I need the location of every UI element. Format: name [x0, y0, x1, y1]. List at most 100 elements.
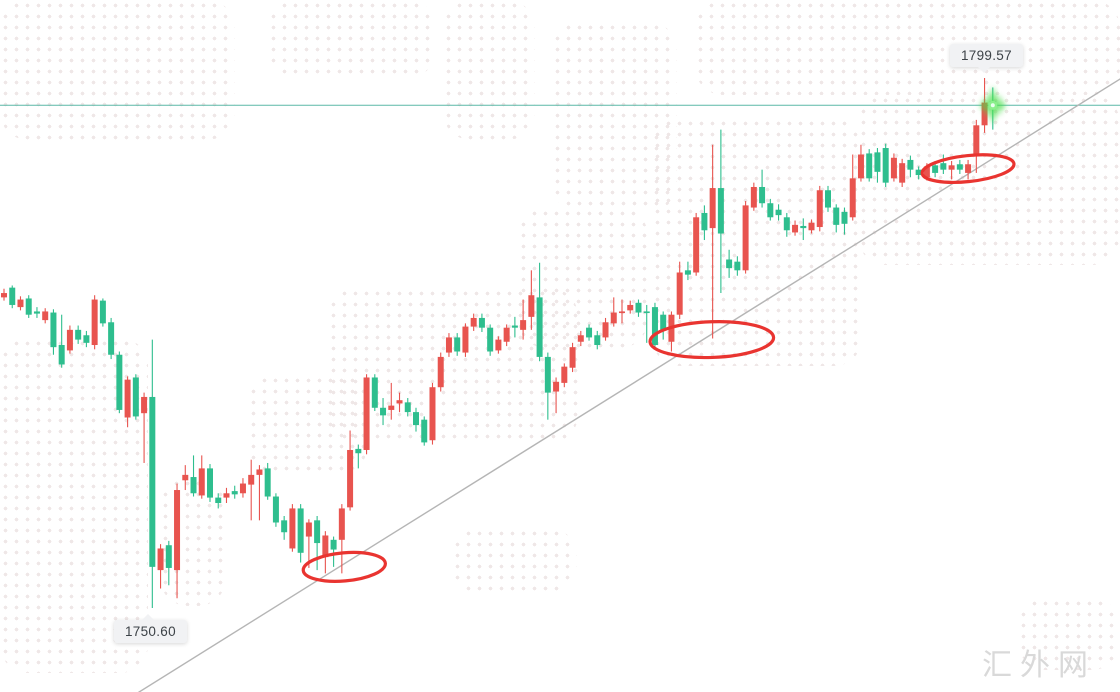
low-price-value: 1750.60: [125, 624, 176, 639]
candle-body-4: [33, 311, 40, 314]
candle-body-40: [330, 539, 337, 550]
candle-body-3: [25, 298, 32, 315]
candle-body-59: [487, 327, 494, 352]
candle-body-51: [421, 419, 428, 443]
candle-body-65: [536, 297, 543, 357]
map-dots-patch: [695, 0, 1120, 95]
candle-body-49: [404, 402, 411, 413]
candle-body-114: [940, 163, 947, 170]
candle-body-66: [544, 356, 551, 393]
candle-body-86: [709, 188, 716, 229]
trendline: [137, 78, 1120, 692]
candle-body-8: [66, 329, 73, 351]
candle-body-106: [874, 152, 881, 172]
candle-body-74: [610, 312, 617, 324]
candle-body-7: [58, 345, 65, 365]
candle-body-30: [248, 474, 255, 485]
candle-body-100: [825, 190, 831, 208]
candle-body-90: [742, 205, 749, 271]
map-dots-patch: [443, 0, 535, 140]
candle-body-92: [759, 186, 766, 204]
candle-body-14: [116, 354, 123, 410]
candle-body-31: [256, 469, 263, 475]
candle-body-13: [108, 322, 115, 355]
candle-body-89: [734, 261, 741, 271]
candle-body-35: [289, 508, 296, 549]
candle-body-64: [528, 295, 535, 317]
candle-body-45: [371, 377, 378, 408]
candle-body-18: [149, 396, 156, 567]
candle-body-53: [437, 356, 444, 388]
breakout-glow-icon: [980, 88, 1005, 123]
candle-body-98: [808, 222, 815, 231]
candle-body-101: [833, 207, 840, 225]
candle-body-1: [9, 287, 16, 305]
candle-body-46: [380, 407, 387, 416]
candle-body-119: [981, 102, 988, 126]
high-price-label: 1799.57: [950, 44, 1023, 73]
candle-body-47: [388, 405, 395, 410]
candle-body-63: [520, 320, 527, 330]
candle-body-61: [503, 327, 510, 342]
candle-body-97: [800, 225, 807, 229]
map-dots-patch: [452, 528, 577, 593]
candle-body-2: [17, 299, 24, 308]
candle-body-93: [767, 203, 774, 218]
candle-body-104: [857, 154, 864, 179]
candle-body-39: [322, 535, 329, 558]
candle-body-9: [75, 329, 82, 340]
candle-body-36: [297, 508, 304, 553]
candle-body-20: [165, 545, 172, 568]
candle-body-108: [890, 157, 897, 179]
candle-body-107: [882, 148, 889, 183]
annotation-ellipse-2: [648, 320, 776, 360]
candle-body-55: [454, 337, 461, 352]
candle-body-94: [775, 209, 782, 216]
map-dots-patch: [160, 478, 226, 606]
candle-body-28: [231, 491, 238, 495]
candle-body-87: [717, 188, 724, 234]
candle-body-32: [264, 468, 271, 497]
map-dots-patch: [1018, 598, 1120, 670]
caret-down-icon: [978, 67, 990, 73]
candle-body-54: [445, 337, 452, 353]
candle-body-57: [470, 317, 477, 327]
candle-body-80: [660, 314, 667, 330]
candle-body-33: [272, 496, 279, 523]
candle-body-85: [701, 212, 708, 231]
watermark: 汇外网: [982, 649, 1096, 682]
candle-body-60: [495, 339, 502, 351]
low-price-label: 1750.60: [114, 614, 187, 643]
candle-body-56: [462, 326, 469, 353]
annotation-ellipse-3: [920, 153, 1016, 184]
annotation-ellipse-1: [301, 550, 387, 583]
candle-body-111: [915, 169, 922, 176]
candle-body-116: [956, 164, 963, 170]
candle-body-110: [907, 159, 914, 170]
candle-body-109: [899, 163, 906, 183]
candle-body-27: [223, 493, 230, 498]
candle-body-22: [182, 474, 189, 481]
candle-body-41: [338, 508, 345, 540]
candle-body-118: [973, 125, 980, 155]
candle-body-82: [676, 272, 683, 315]
candle-body-24: [198, 468, 205, 496]
candle-body-84: [693, 217, 700, 273]
candlestick-series: [1, 78, 996, 608]
candle-body-115: [948, 165, 955, 170]
candle-body-67: [553, 381, 560, 392]
map-dots-patch: [268, 0, 436, 78]
candle-body-16: [132, 377, 139, 417]
candle-body-102: [841, 211, 848, 224]
candle-body-76: [627, 304, 634, 311]
candle-body-79: [651, 307, 658, 346]
candle-body-105: [866, 153, 873, 179]
map-dots-patch: [0, 0, 235, 140]
candle-body-52: [429, 387, 436, 441]
candle-body-103: [849, 178, 856, 218]
candle-body-58: [478, 317, 485, 328]
candle-body-37: [305, 522, 312, 537]
